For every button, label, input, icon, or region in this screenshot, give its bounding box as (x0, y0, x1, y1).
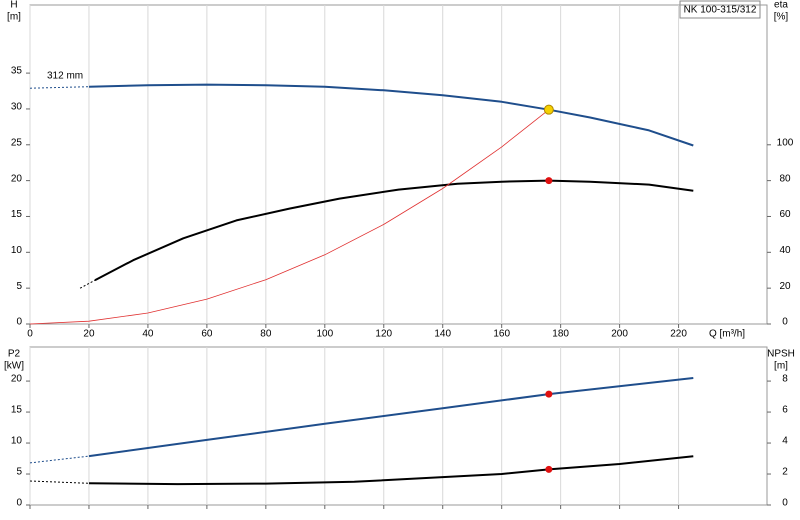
duty-point (545, 177, 553, 185)
curve-annotation: 312 mm (47, 71, 83, 82)
y2-axis-label: NPSH (767, 349, 795, 360)
y2-axis-unit: [%] (774, 12, 789, 23)
curve-line (29, 455, 90, 464)
y-tick-label: 15 (11, 405, 23, 416)
plot-frame (29, 346, 768, 506)
x-tick-label: 100 (316, 329, 333, 340)
y-tick-label: 20 (11, 173, 23, 184)
x-tick-label: 180 (552, 329, 569, 340)
y2-tick-label: 20 (779, 281, 791, 292)
y-tick-label: 5 (16, 467, 22, 478)
chart-title: NK 100-315/312 (684, 5, 757, 16)
curve-line (29, 109, 550, 325)
y-tick-label: 10 (11, 436, 23, 447)
y2-tick-label: 80 (779, 173, 791, 184)
y2-tick-label: 40 (779, 245, 791, 256)
x-tick-label: 60 (201, 329, 213, 340)
duty-point (543, 104, 554, 115)
plot-frame (29, 4, 768, 325)
y-tick-label: 20 (11, 374, 23, 385)
y-tick-label: 30 (11, 102, 23, 113)
y2-tick-label: 60 (779, 209, 791, 220)
y-axis-label: P2 (8, 349, 21, 360)
curve-line (94, 179, 694, 282)
y2-axis-label: eta (774, 0, 788, 11)
y-tick-label: 5 (16, 281, 22, 292)
y2-tick-label: 100 (777, 137, 794, 148)
duty-point (545, 465, 553, 473)
y2-tick-label: 2 (782, 467, 788, 478)
y-tick-label: 0 (16, 317, 22, 328)
y-axis-label: H (10, 0, 17, 11)
y-tick-label: 10 (11, 245, 23, 256)
y-tick-label: 0 (16, 498, 22, 509)
duty-point (545, 390, 553, 398)
y2-tick-label: 0 (782, 498, 788, 509)
curve-line (29, 86, 90, 89)
y-tick-label: 15 (11, 209, 23, 220)
y2-tick-label: 6 (782, 405, 788, 416)
x-tick-label: 120 (375, 329, 392, 340)
x-tick-label: 200 (611, 329, 628, 340)
y2-tick-label: 0 (782, 317, 788, 328)
y-tick-label: 25 (11, 137, 23, 148)
curve-line (88, 83, 694, 147)
x-tick-label: 140 (434, 329, 451, 340)
y-axis-unit: [kW] (4, 361, 24, 372)
curve-line (88, 455, 694, 486)
x-tick-label: 20 (83, 329, 95, 340)
x-axis-label: Q [m³/h] (709, 329, 745, 340)
y2-tick-label: 4 (782, 436, 788, 447)
x-tick-label: 0 (27, 329, 33, 340)
x-tick-label: 80 (260, 329, 272, 340)
x-tick-label: 40 (142, 329, 154, 340)
y-axis-unit: [m] (7, 12, 21, 23)
y2-tick-label: 8 (782, 374, 788, 385)
y2-axis-unit: [m] (774, 361, 788, 372)
curve-line (88, 377, 694, 458)
x-tick-label: 160 (493, 329, 510, 340)
curve-line (79, 279, 96, 289)
x-tick-label: 220 (670, 329, 687, 340)
y-tick-label: 35 (11, 66, 23, 77)
curve-line (29, 480, 90, 484)
